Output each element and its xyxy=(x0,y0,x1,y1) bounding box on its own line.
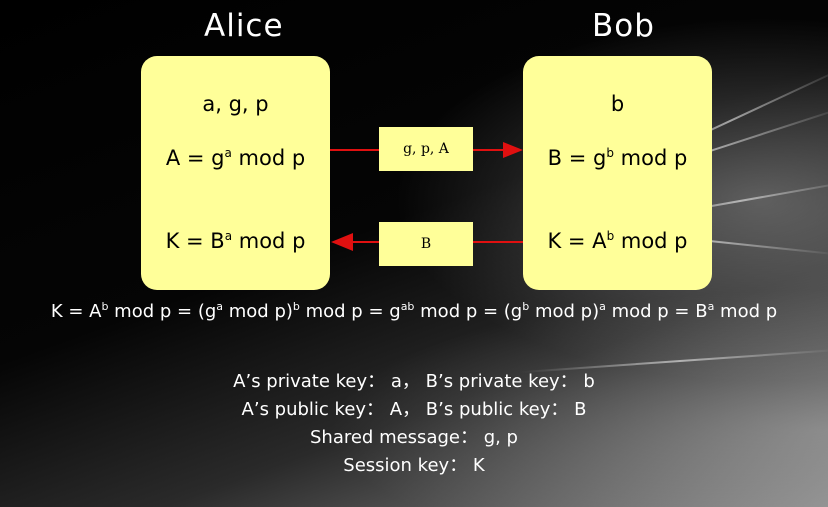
alice-box: a, g, p A = ga mod p K = Ba mod p xyxy=(141,56,330,290)
bob-public-key-formula: B = gb mod p xyxy=(547,146,688,170)
key-derivation-formula: K = Ab mod p = (ga mod p)b mod p = gab m… xyxy=(50,300,778,322)
bob-box: b B = gb mod p K = Ab mod p xyxy=(523,56,712,290)
bob-title: Bob xyxy=(592,8,655,44)
private-keys-text: A’s private key： a， B’s private key： b xyxy=(233,371,595,392)
shared-message-text: Shared message： g, p xyxy=(309,427,518,448)
message-to-alice: B xyxy=(379,222,473,266)
arrow-to-bob-head xyxy=(503,142,523,158)
public-keys-text: A’s public key： A， B’s public key： B xyxy=(241,399,587,420)
alice-public-key-formula: A = ga mod p xyxy=(165,146,306,170)
bob-parameters: b xyxy=(610,92,625,116)
bob-session-key-formula: K = Ab mod p xyxy=(547,229,688,253)
alice-title: Alice xyxy=(204,8,284,44)
session-key-text: Session key： K xyxy=(343,455,485,476)
alice-parameters: a, g, p xyxy=(202,92,269,116)
arrow-to-alice-head xyxy=(331,233,353,251)
message-to-bob: g, p, A xyxy=(379,127,473,171)
alice-session-key-formula: K = Ba mod p xyxy=(165,229,306,253)
